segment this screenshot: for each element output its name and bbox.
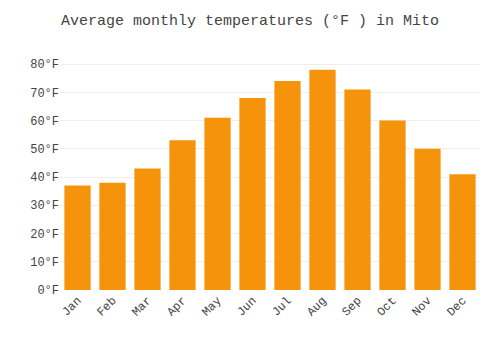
- svg-text:10°F: 10°F: [30, 256, 59, 270]
- svg-text:Jan: Jan: [59, 294, 84, 319]
- svg-text:Aug: Aug: [304, 294, 329, 319]
- svg-text:60°F: 60°F: [30, 115, 59, 129]
- svg-text:30°F: 30°F: [30, 199, 59, 213]
- svg-text:Nov: Nov: [409, 294, 434, 319]
- svg-text:Jul: Jul: [269, 294, 294, 319]
- svg-text:Sep: Sep: [339, 294, 364, 319]
- svg-text:Mar: Mar: [129, 294, 154, 319]
- svg-text:80°F: 80°F: [30, 58, 59, 72]
- svg-text:May: May: [199, 294, 224, 319]
- svg-text:0°F: 0°F: [37, 284, 59, 298]
- svg-text:Apr: Apr: [164, 294, 189, 319]
- svg-text:70°F: 70°F: [30, 87, 59, 101]
- svg-text:20°F: 20°F: [30, 228, 59, 242]
- svg-text:Oct: Oct: [374, 294, 399, 319]
- svg-text:Feb: Feb: [94, 294, 119, 319]
- svg-text:Jun: Jun: [234, 294, 259, 319]
- svg-text:50°F: 50°F: [30, 143, 59, 157]
- svg-text:Average monthly temperatures (: Average monthly temperatures (°F ) in Mi…: [61, 13, 439, 30]
- svg-text:40°F: 40°F: [30, 171, 59, 185]
- svg-text:Dec: Dec: [444, 294, 469, 319]
